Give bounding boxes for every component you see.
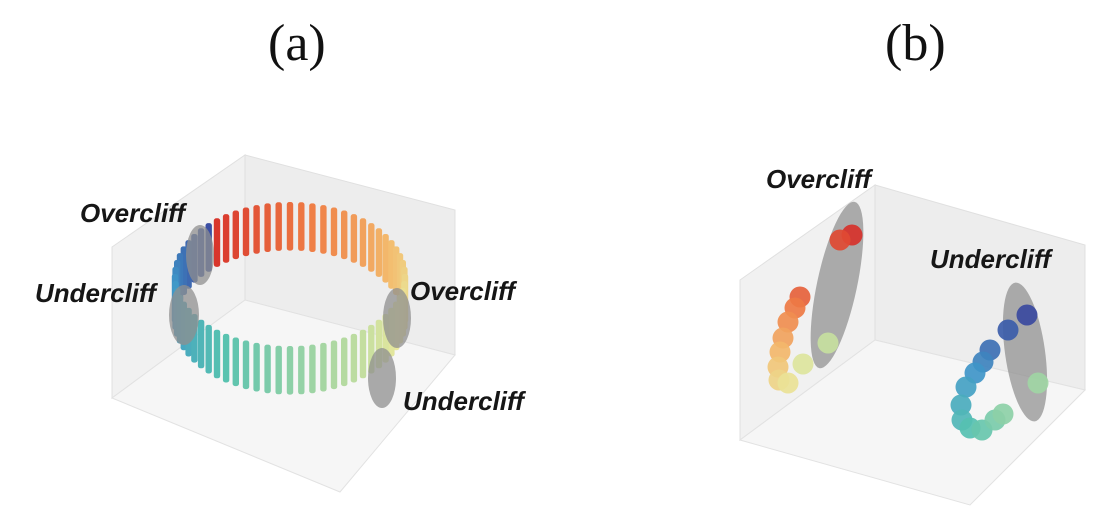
panel-b-points [767,224,1049,441]
scatter-point [950,394,972,416]
ring-bar [359,329,367,379]
ring-bar [309,344,316,394]
scatter-point [817,332,839,354]
scatter-point [955,376,977,398]
ring-bar [242,207,250,257]
ring-bar [368,223,375,272]
ring-bar [232,337,239,387]
ring-bar [222,333,230,383]
ring-bar [309,203,316,252]
ring-bar [286,202,294,251]
ring-bar [382,234,389,283]
ring-bar [341,210,348,260]
ring-bar [232,210,239,260]
ring-bar [213,329,221,379]
ring-bar [330,207,338,257]
ring-bar [264,344,271,394]
ring-bar [320,205,327,254]
scatter-point [997,319,1019,341]
ring-bar [286,346,294,395]
ring-bar [253,342,260,392]
ring-bar [222,214,230,263]
ring-bar [330,340,338,390]
ring-bar [275,202,282,251]
scatter-point [992,403,1014,425]
scatter-point [792,353,814,375]
panel-a-label: (a) [268,15,326,72]
highlight-ellipse [169,285,199,345]
ring-bar [205,324,212,374]
highlight-ellipse [383,288,411,348]
annotation-undercliff: Undercliff [35,278,158,308]
ring-bar [320,342,327,392]
ring-bar [298,345,305,395]
annotation-overcliff: Overcliff [766,164,873,194]
ring-bar [298,202,305,251]
panel-a-highlights [169,225,411,408]
ring-bar [341,337,348,387]
annotation-undercliff: Undercliff [403,386,526,416]
scatter-point [777,311,799,333]
ring-bar [264,203,271,252]
annotation-undercliff: Undercliff [930,244,1053,274]
panel-b-label: (b) [885,15,946,72]
annotation-overcliff: Overcliff [80,198,187,228]
ring-bar [359,218,367,267]
scatter-point [1027,372,1049,394]
ring-bar [350,214,358,263]
ring-bar [350,333,358,383]
ring-bar [213,218,221,267]
ring-bar [242,340,250,390]
ring-bar [275,345,282,395]
scatter-point [1016,304,1038,326]
ring-bar [253,205,260,254]
ring-bar [375,228,383,277]
annotation-overcliff: Overcliff [410,276,517,306]
highlight-ellipse [368,348,396,408]
highlight-ellipse [186,225,214,285]
scatter-point [829,229,851,251]
panel-b-floor [738,339,1086,506]
ring-bar [197,319,205,369]
scatter-point [777,372,799,394]
